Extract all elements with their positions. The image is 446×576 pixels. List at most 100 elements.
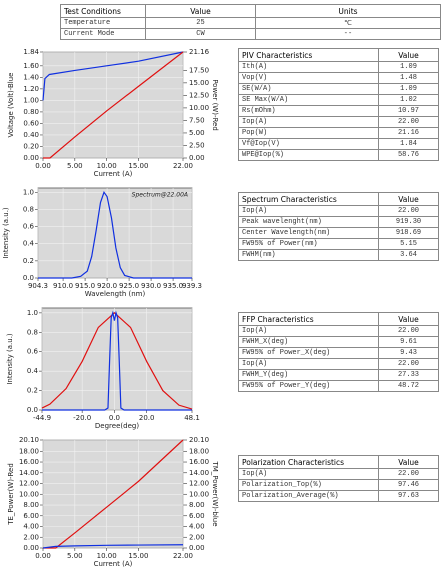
- table-cell: Pop(W): [238, 127, 379, 139]
- table-cell: Vf@Iop(V): [238, 138, 379, 150]
- y2-axis-label: TM_Power(W)-blue: [211, 460, 219, 526]
- y-tick-label: 1.84: [23, 48, 39, 56]
- y-tick-label: 0.80: [23, 108, 39, 116]
- table-cell: Value: [378, 192, 439, 206]
- y-tick-label: 0.20: [23, 142, 39, 150]
- y-tick-label: 0.6: [27, 348, 39, 356]
- table-cell: Test Conditions: [60, 4, 146, 18]
- y-tick-label: 0.4: [23, 240, 35, 248]
- y-tick-label: 16.00: [19, 458, 39, 466]
- table-cell: Polarization_Top(%): [238, 479, 379, 491]
- y-tick-label: 0.6: [23, 223, 35, 231]
- table-cell: Polarization_Average(%): [238, 490, 379, 502]
- table-row: Current Mode CW --: [60, 28, 441, 40]
- y-tick-label: 0.00: [23, 154, 39, 162]
- y-tick-label: 1.60: [23, 62, 39, 70]
- x-tick-label: 20.0: [139, 414, 155, 422]
- table-cell: PIV Characteristics: [238, 48, 379, 62]
- table-cell: FWHM_Y(deg): [238, 369, 379, 381]
- x-tick-label: 22.00: [173, 552, 193, 560]
- table-cell: 1.02: [378, 94, 439, 106]
- table-row: Ith(A) 1.09: [238, 61, 439, 73]
- table-row: FWHM_X(deg) 9.61: [238, 336, 439, 348]
- x-tick-label: 939.3: [182, 282, 202, 290]
- table-cell: 27.33: [378, 369, 439, 381]
- x-axis-label: Current (A): [94, 560, 133, 568]
- table-row: Vf@Iop(V) 1.84: [238, 138, 439, 150]
- table-cell: 22.00: [378, 116, 439, 128]
- y-tick-label: 18.00: [19, 447, 39, 455]
- x-tick-label: 0.00: [35, 552, 51, 560]
- series-line: [41, 312, 193, 410]
- table-cell: Peak wavelenght(nm): [238, 216, 379, 228]
- y-tick-label: 0.8: [27, 328, 38, 336]
- x-tick-label: 10.00: [97, 552, 117, 560]
- y-axis-label: Voltage (Volt)-Blue: [7, 73, 15, 138]
- table-cell: WPE@Iop(%): [238, 149, 379, 161]
- y-tick-label: 0.0: [23, 274, 34, 282]
- table-row: PIV Characteristics Value: [238, 48, 439, 62]
- table-row: Peak wavelenght(nm) 919.30: [238, 216, 439, 228]
- characteristics-table: Spectrum Characteristics Value Iop(A) 22.00…: [238, 192, 439, 261]
- table-row: Test Conditions Value Units: [60, 4, 441, 18]
- x-tick-label: 48.1: [184, 414, 200, 422]
- x-tick-label: 15.00: [128, 162, 148, 170]
- table-cell: Value: [378, 312, 439, 326]
- table-cell: 1.84: [378, 138, 439, 150]
- y2-tick-label: 0.00: [189, 154, 205, 162]
- x-tick-label: 920.0: [97, 282, 117, 290]
- table-cell: 5.15: [378, 238, 439, 250]
- table-cell: 97.63: [378, 490, 439, 502]
- table-cell: Iop(A): [238, 116, 379, 128]
- y2-tick-label: 21.16: [189, 48, 210, 56]
- table-cell: Iop(A): [238, 358, 379, 370]
- series-line: [42, 51, 184, 101]
- y-tick-label: 0.60: [23, 119, 39, 127]
- x-tick-label: 915.0: [75, 282, 95, 290]
- table-cell: Iop(A): [238, 205, 379, 217]
- table-row: Iop(A) 22.00: [238, 468, 439, 480]
- table-row: FWHM(nm) 3.64: [238, 249, 439, 261]
- y2-tick-label: 0.00: [189, 544, 205, 552]
- table-cell: 25: [145, 17, 256, 29]
- y2-tick-label: 20.10: [189, 436, 209, 444]
- table-cell: SE Max(W/A): [238, 94, 379, 106]
- x-tick-label: -44.9: [33, 414, 51, 422]
- y2-tick-label: 10.00: [189, 490, 209, 498]
- y-tick-label: 6.00: [23, 512, 39, 520]
- table-cell: 22.00: [378, 325, 439, 337]
- table-cell: FW95% of Power_Y(deg): [238, 380, 379, 392]
- table-row: SE(W/A) 1.09: [238, 83, 439, 95]
- table-cell: Temperature: [60, 17, 146, 29]
- y-tick-label: 0.2: [27, 387, 38, 395]
- table-cell: 48.72: [378, 380, 439, 392]
- table-cell: SE(W/A): [238, 83, 379, 95]
- characteristics-table: Polarization Characteristics Value Iop(A) 2…: [238, 455, 439, 502]
- table-cell: Units: [255, 4, 441, 18]
- table-row: FW95% of Power_X(deg) 9.43: [238, 347, 439, 359]
- table-cell: --: [255, 28, 441, 40]
- series-line: [42, 544, 184, 549]
- x-tick-label: 930.0: [141, 282, 161, 290]
- table-cell: Value: [145, 4, 256, 18]
- y-tick-label: 2.00: [23, 533, 39, 541]
- table-cell: FWHM_X(deg): [238, 336, 379, 348]
- y2-tick-label: 5.00: [189, 129, 205, 137]
- y2-tick-label: 14.00: [189, 469, 209, 477]
- y2-tick-label: 16.00: [189, 458, 209, 466]
- x-axis-label: Degree(deg): [95, 422, 139, 430]
- series-line: [42, 310, 192, 411]
- table-row: Vop(V) 1.48: [238, 72, 439, 84]
- x-tick-label: 15.00: [128, 552, 148, 560]
- table-cell: 9.61: [378, 336, 439, 348]
- table-cell: 97.46: [378, 479, 439, 491]
- y-tick-label: 0.00: [23, 544, 39, 552]
- table-row: Polarization Characteristics Value: [238, 455, 439, 469]
- table-cell: 1.48: [378, 72, 439, 84]
- table-row: Temperature 25 ℃: [60, 17, 441, 29]
- y-tick-label: 12.00: [19, 480, 39, 488]
- table-row: Polarization_Top(%) 97.46: [238, 479, 439, 491]
- table-cell: FWHM(nm): [238, 249, 379, 261]
- x-axis-label: Current (A): [94, 170, 133, 178]
